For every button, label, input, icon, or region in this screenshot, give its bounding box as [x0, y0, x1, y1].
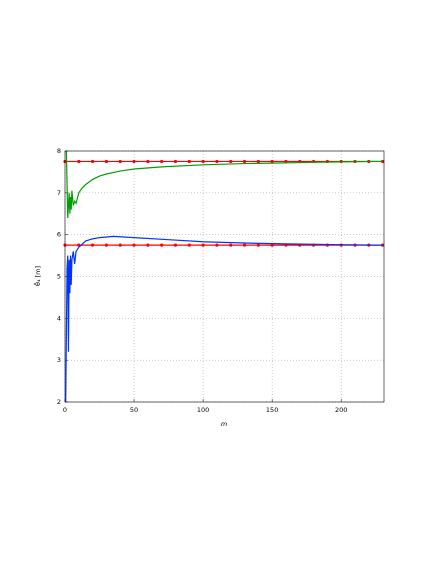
- marker: [132, 159, 136, 164]
- marker: [118, 243, 122, 247]
- y-tick-label: 6: [57, 231, 61, 239]
- marker: [173, 159, 178, 164]
- y-tick-label: 3: [57, 356, 61, 364]
- marker: [229, 243, 233, 247]
- y-tick-label: 5: [57, 273, 61, 281]
- x-tick-label: 50: [130, 406, 138, 414]
- marker: [187, 243, 191, 247]
- y-tick-label: 8: [57, 147, 61, 155]
- marker: [173, 243, 178, 247]
- marker: [160, 243, 164, 247]
- marker: [91, 243, 95, 247]
- x-tick-label: 150: [266, 406, 278, 414]
- marker: [132, 243, 136, 247]
- marker: [77, 159, 81, 164]
- series-line: [65, 150, 383, 218]
- x-tick-label: 100: [197, 406, 209, 414]
- y-tick-label: 4: [57, 314, 61, 322]
- marker: [187, 159, 191, 164]
- x-tick-label: 0: [63, 406, 67, 414]
- marker: [201, 159, 205, 164]
- marker: [146, 159, 150, 164]
- marker: [256, 159, 260, 164]
- marker: [104, 159, 109, 164]
- marker: [160, 159, 164, 164]
- y-axis-label: θ̂₄ [m]: [33, 266, 42, 286]
- marker: [242, 159, 247, 164]
- marker: [270, 243, 274, 247]
- marker: [215, 159, 219, 164]
- marker: [91, 159, 95, 164]
- x-axis-label: m: [221, 420, 227, 428]
- marker: [146, 243, 150, 247]
- marker: [201, 243, 205, 247]
- series-line: [65, 235, 383, 403]
- marker: [215, 243, 219, 247]
- marker: [104, 243, 109, 247]
- marker: [270, 159, 274, 164]
- y-tick-label: 7: [57, 189, 61, 197]
- marker: [256, 243, 260, 247]
- x-tick-label: 200: [335, 406, 347, 414]
- marker: [229, 159, 233, 164]
- y-tick-label: 2: [57, 398, 61, 406]
- plot-frame: [64, 150, 385, 403]
- marker: [118, 159, 122, 164]
- marker: [242, 243, 247, 247]
